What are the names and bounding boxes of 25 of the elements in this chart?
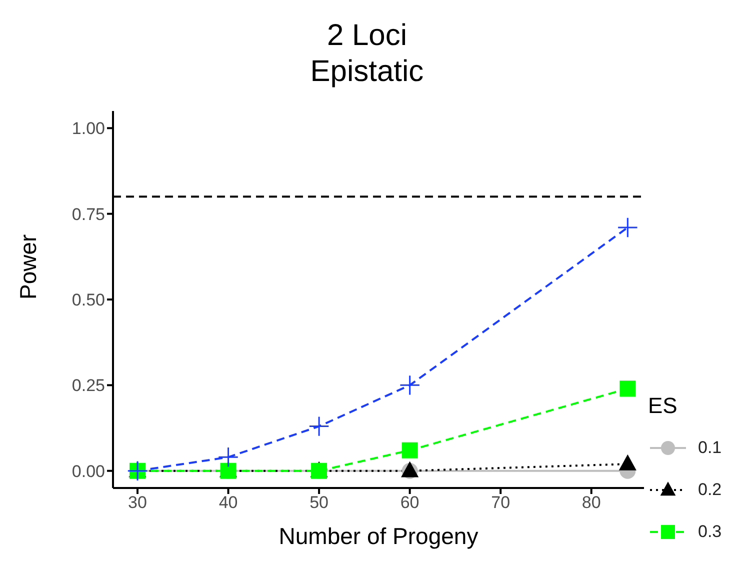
y-tick-label: 0.50	[72, 290, 105, 310]
point	[308, 416, 330, 437]
point	[399, 374, 420, 396]
y-axis-title: Power	[15, 234, 42, 300]
x-tick-label: 70	[491, 493, 510, 512]
legend-label: 0.1	[698, 438, 722, 458]
y-tick-label: 0.00	[72, 462, 105, 481]
y-tick-label: 0.25	[72, 376, 105, 396]
y-tick-label: 0.75	[72, 204, 105, 224]
x-tick-label: 80	[582, 493, 601, 512]
x-axis-title: Number of Progeny	[278, 523, 479, 549]
legend-label: 0.2	[698, 480, 722, 500]
x-tick-label: 30	[128, 493, 147, 512]
x-tick-label: 40	[218, 493, 238, 512]
chart-title: 2 Loci	[326, 18, 408, 54]
point	[617, 217, 638, 238]
point	[402, 442, 418, 458]
legend-title: ES	[648, 393, 678, 419]
legend-label: 0.3	[698, 522, 722, 542]
x-tick-label: 60	[400, 493, 420, 512]
x-tick-label: 50	[310, 493, 329, 512]
chart-subtitle: Epistatic	[309, 54, 425, 90]
y-tick-label: 1.00	[72, 119, 105, 138]
point	[620, 380, 636, 397]
point	[218, 446, 239, 468]
